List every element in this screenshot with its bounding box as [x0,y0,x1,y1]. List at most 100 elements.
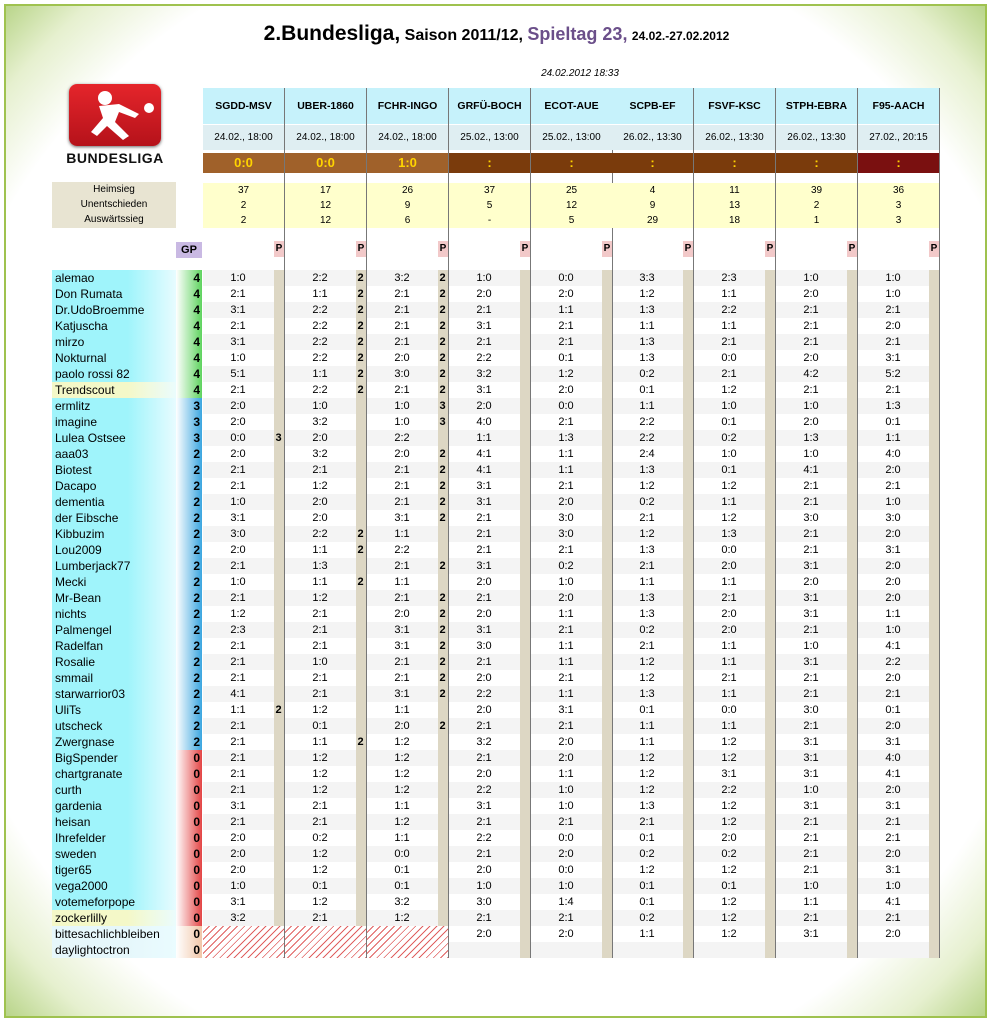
tip-cell: 1:0 [230,352,246,364]
points-strip [520,270,530,958]
tip-cell: 1:0 [885,496,901,508]
tip-cell: 2:0 [394,352,410,364]
home-win-count: 37 [449,183,530,198]
player-gp: 4 [176,334,202,350]
player-name: Palmengel [52,622,178,638]
tip-cell: 3:1 [885,736,901,748]
tip-points: 2 [439,336,446,348]
tip-cell: 3:0 [476,896,492,908]
player-name: heisan [52,814,178,830]
tip-cell: 1:1 [394,576,410,588]
tip-cell: 2:2 [476,832,492,844]
tip-cell: 1:1 [394,832,410,844]
match-result: : [694,153,775,173]
tip-cell: 2:1 [312,464,328,476]
tip-cell: 2:1 [230,560,246,572]
tip-cell: 1:2 [639,752,655,764]
tip-cell: 1:3 [639,464,655,476]
tip-cell: 2:1 [394,656,410,668]
tip-cell: 4:2 [803,368,819,380]
player-name: Radelfan [52,638,178,654]
tip-cell: 1:1 [558,768,574,780]
row-background [203,734,940,750]
match-code[interactable]: UBER-1860 [285,88,366,125]
tip-cell: 2:1 [476,512,492,524]
tip-cell: 2:0 [803,288,819,300]
tip-cell: 4:1 [230,688,246,700]
match-code[interactable]: SCPB-EF [612,88,693,125]
tip-cell: 2:1 [394,464,410,476]
tip-cell: 1:3 [803,432,819,444]
tip-cell: 1:2 [230,608,246,620]
player-name: aaa03 [52,446,178,462]
player-name: alemao [52,270,178,286]
home-win-count: 25 [531,183,612,198]
tip-cell: 2:0 [230,864,246,876]
row-background [203,510,940,526]
row-background [203,638,940,654]
player-name: ermlitz [52,398,178,414]
player-gp: 2 [176,510,202,526]
tip-cell: 2:0 [558,736,574,748]
tip-cell: 0:1 [721,880,737,892]
tip-cell: 1:2 [721,928,737,940]
tip-cell: 0:0 [558,400,574,412]
match-code[interactable]: FSVF-KSC [694,88,775,125]
match-code[interactable]: SGDD-MSV [203,88,284,125]
player-gp: 3 [176,430,202,446]
player-name: tiger65 [52,862,178,878]
player-gp: 2 [176,622,202,638]
tip-cell: 1:2 [639,768,655,780]
player-gp: 2 [176,446,202,462]
tip-cell: 1:0 [230,272,246,284]
match-date: 24.02., 18:00 [285,125,366,150]
tip-cell: 3:2 [394,272,410,284]
home-win-count: 37 [203,183,284,198]
player-gp: 0 [176,766,202,782]
match-code[interactable]: GRFÜ-BOCH [449,88,530,125]
tip-points: 2 [357,304,364,316]
row-background [203,446,940,462]
tip-cell: 1:3 [639,352,655,364]
player-gp: 0 [176,926,202,942]
match-date: 25.02., 13:00 [531,125,612,150]
tip-cell: 2:1 [885,688,901,700]
tip-cell: 1:2 [721,912,737,924]
tip-cell: 1:0 [885,288,901,300]
tip-cell: 2:2 [312,320,328,332]
tip-cell: 2:2 [394,432,410,444]
match-code[interactable]: F95-AACH [858,88,939,125]
tip-cell: 1:0 [230,880,246,892]
tip-cell: 2:0 [312,432,328,444]
match-result: : [858,153,939,173]
match-code[interactable]: FCHR-INGO [367,88,448,125]
tip-points: 2 [439,384,446,396]
row-background [203,606,940,622]
tip-cell: 2:1 [230,480,246,492]
draw-count: 12 [531,198,612,213]
tip-cell: 3:0 [476,640,492,652]
tip-cell: 0:1 [558,352,574,364]
player-name: daylightoctron [52,942,178,958]
row-background [203,270,940,286]
tip-cell: 2:1 [639,512,655,524]
tip-cell: 2:1 [803,624,819,636]
tip-cell: 2:2 [721,784,737,796]
tip-cell: 2:1 [230,288,246,300]
points-strip [847,270,857,958]
match-code[interactable]: ECOT-AUE [531,88,612,125]
tip-cell: 2:1 [230,464,246,476]
match-column: SCPB-EF 26.02., 13:30: 4 9 29 P [612,88,694,958]
tip-points: 2 [439,656,446,668]
tip-cell: 2:0 [721,560,737,572]
tip-cell: 3:1 [885,544,901,556]
tip-points: 2 [357,736,364,748]
tip-points: 2 [357,288,364,300]
tip-cell: 3:2 [312,416,328,428]
tip-cell: 2:1 [639,560,655,572]
match-code[interactable]: STPH-EBRA [776,88,857,125]
tip-cell: 0:1 [312,880,328,892]
tip-cell: 2:0 [558,496,574,508]
tip-cell: 5:2 [885,368,901,380]
tip-cell: 4:1 [885,640,901,652]
